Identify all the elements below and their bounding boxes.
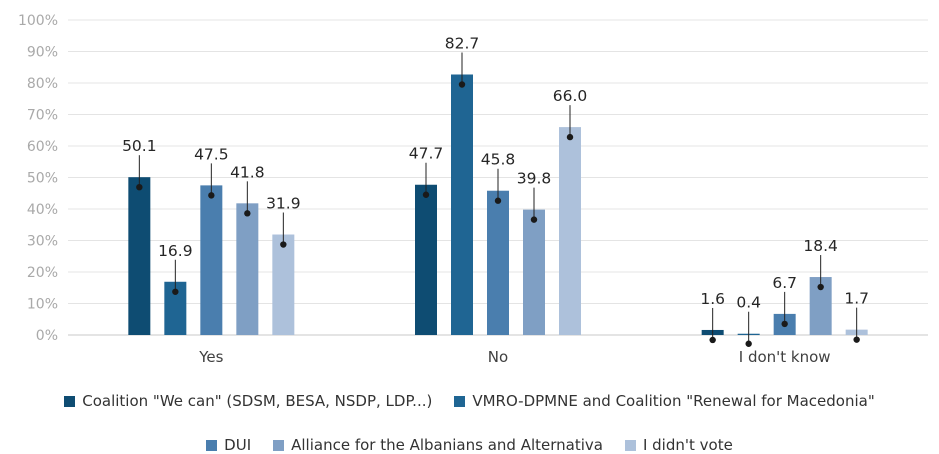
bar bbox=[272, 234, 295, 335]
y-tick-label: 100% bbox=[18, 13, 58, 29]
legend-swatch bbox=[624, 439, 636, 451]
y-tick-label: 10% bbox=[27, 297, 58, 313]
bar bbox=[523, 209, 545, 335]
y-tick-label: 30% bbox=[27, 234, 58, 250]
data-point-marker bbox=[709, 336, 716, 344]
bar bbox=[487, 190, 509, 335]
legend-swatch bbox=[273, 439, 285, 451]
data-point-marker bbox=[136, 183, 143, 191]
y-tick-label: 40% bbox=[27, 202, 58, 218]
data-point-marker bbox=[422, 191, 430, 198]
bar bbox=[128, 177, 151, 335]
data-label: 18.4 bbox=[803, 237, 838, 255]
data-point-marker bbox=[494, 197, 502, 204]
legend-row-2: DUI Alliance for the Albanians and Altern… bbox=[0, 436, 939, 454]
legend-label: Alliance for the Albanians and Alternati… bbox=[291, 436, 603, 454]
data-label: 45.8 bbox=[481, 151, 516, 169]
data-label: 82.7 bbox=[445, 34, 480, 52]
data-point-marker bbox=[853, 336, 860, 343]
x-category-label: I don't know bbox=[739, 348, 831, 366]
y-tick-label: 80% bbox=[27, 76, 58, 92]
legend-item: VMRO-DPMNE and Coalition "Renewal for Ma… bbox=[454, 392, 875, 410]
bar-chart: 0% 10% 20% 30% 40% 50% 60% 70% 80% 90% 100% 50.1 16.… bbox=[18, 13, 928, 366]
legend-item: Alliance for the Albanians and Alternati… bbox=[273, 436, 603, 454]
y-tick-label: 0% bbox=[36, 328, 58, 344]
legend-label: DUI bbox=[224, 436, 252, 454]
data-point-marker bbox=[458, 81, 466, 88]
data-label: 1.7 bbox=[844, 290, 869, 308]
data-point-marker bbox=[244, 210, 251, 217]
data-point-marker bbox=[172, 288, 179, 295]
data-label: 39.8 bbox=[517, 170, 552, 188]
data-point-marker bbox=[530, 216, 538, 223]
data-label: 66.0 bbox=[553, 87, 588, 105]
x-category-label: No bbox=[488, 348, 508, 366]
data-point-marker bbox=[745, 340, 752, 347]
data-label: 6.7 bbox=[772, 274, 797, 292]
data-point-marker bbox=[208, 192, 215, 199]
legend-label: Coalition "We can" (SDSM, BESA, NSDP, LD… bbox=[82, 392, 433, 410]
bar bbox=[415, 184, 437, 335]
data-label: 0.4 bbox=[736, 294, 761, 312]
x-category-label: Yes bbox=[198, 348, 223, 366]
bar bbox=[559, 127, 581, 335]
data-point-marker bbox=[280, 241, 287, 248]
data-label: 16.9 bbox=[158, 242, 193, 260]
legend-item: DUI bbox=[206, 436, 251, 454]
data-label: 1.6 bbox=[700, 290, 725, 308]
data-label: 41.8 bbox=[230, 163, 265, 181]
bar bbox=[164, 281, 187, 335]
legend-item: Coalition "We can" (SDSM, BESA, NSDP, LD… bbox=[64, 392, 432, 410]
bar bbox=[200, 185, 223, 335]
data-point-marker bbox=[817, 283, 824, 291]
data-label: 47.7 bbox=[409, 145, 444, 163]
data-point-marker bbox=[566, 133, 574, 141]
data-label: 50.1 bbox=[122, 137, 157, 155]
y-tick-label: 60% bbox=[27, 139, 58, 155]
legend-swatch bbox=[64, 395, 76, 407]
legend-label: VMRO-DPMNE and Coalition "Renewal for Ma… bbox=[472, 392, 875, 410]
y-tick-label: 20% bbox=[27, 265, 58, 281]
bar bbox=[809, 277, 832, 335]
legend-item: I didn't vote bbox=[624, 436, 733, 454]
data-label: 47.5 bbox=[194, 145, 229, 163]
y-tick-label: 90% bbox=[27, 45, 58, 61]
y-tick-label: 70% bbox=[27, 108, 58, 124]
legend-label: I didn't vote bbox=[642, 436, 733, 454]
bar bbox=[236, 203, 259, 335]
y-tick-label: 50% bbox=[27, 171, 58, 187]
bar bbox=[451, 74, 473, 336]
legend-swatch bbox=[206, 439, 218, 451]
legend-swatch bbox=[454, 395, 466, 407]
data-label: 31.9 bbox=[266, 195, 301, 213]
legend-row-1: Coalition "We can" (SDSM, BESA, NSDP, LD… bbox=[0, 392, 939, 410]
data-point-marker bbox=[781, 320, 788, 328]
